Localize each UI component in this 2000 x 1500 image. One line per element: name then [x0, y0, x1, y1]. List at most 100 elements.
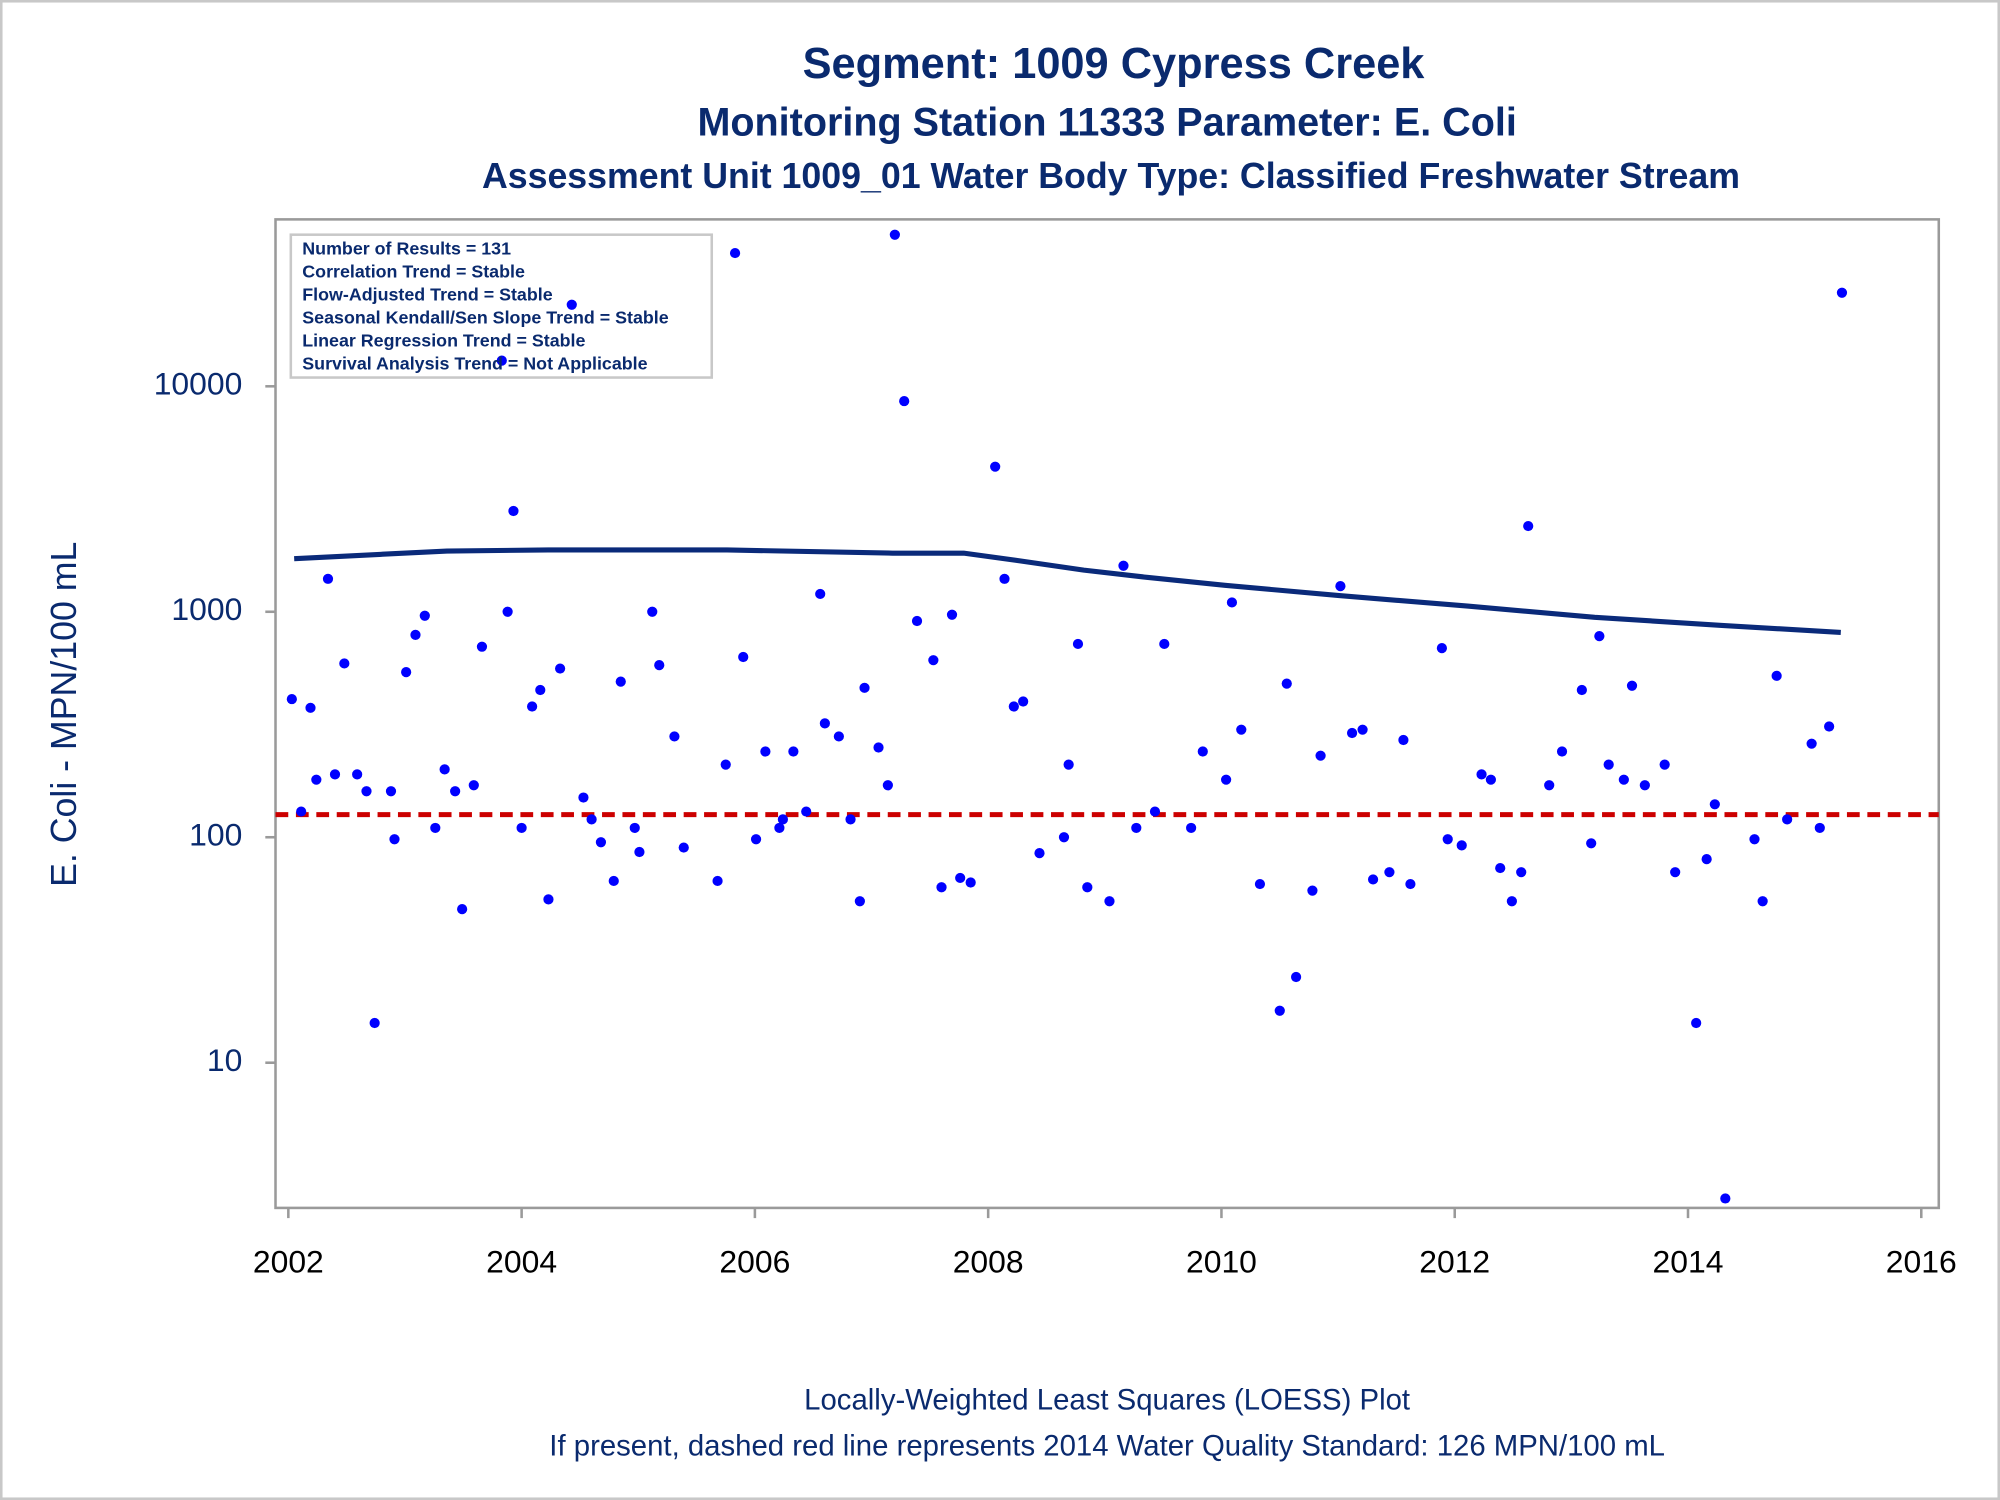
data-point: [750, 834, 762, 845]
annotation: Flow-Adjusted Trend = Stable: [302, 285, 552, 305]
data-point: [586, 814, 597, 825]
data-point: [815, 588, 826, 600]
data-point: [1405, 878, 1416, 890]
data-point: [1063, 759, 1074, 770]
data-point: [566, 299, 577, 310]
data-point: [508, 505, 519, 517]
data-point: [496, 355, 507, 366]
data-point: [1357, 724, 1368, 735]
data-point: [1442, 834, 1453, 845]
x-tick-label: 2004: [486, 1243, 557, 1279]
data-point: [1576, 684, 1587, 696]
data-point: [654, 660, 665, 671]
data-point: [669, 731, 680, 742]
annotation: Correlation Trend = Stable: [302, 262, 525, 282]
data-point: [889, 229, 900, 240]
y-axis-label: E. Coli - MPN/100 mL: [44, 542, 84, 887]
data-point: [729, 247, 741, 259]
data-point: [1104, 896, 1115, 907]
data-point: [955, 872, 966, 884]
data-point: [1771, 670, 1782, 681]
data-point: [720, 759, 731, 770]
data-point: [1018, 696, 1029, 707]
data-point: [1008, 701, 1019, 712]
x-tick-label: 2006: [719, 1243, 790, 1279]
data-point: [1495, 862, 1506, 874]
data-point: [1186, 822, 1197, 834]
data-point: [430, 822, 441, 834]
data-point: [1618, 774, 1629, 785]
data-point: [595, 837, 607, 848]
data-point: [1384, 867, 1395, 878]
data-point: [712, 875, 723, 887]
data-point: [389, 834, 400, 845]
data-point: [1670, 867, 1681, 878]
data-point: [928, 655, 939, 666]
data-point: [578, 792, 589, 803]
data-point: [286, 693, 297, 705]
data-point: [801, 806, 812, 817]
data-point: [615, 676, 626, 687]
data-point: [1149, 806, 1161, 817]
data-point: [1836, 287, 1848, 298]
data-point: [1058, 832, 1070, 843]
data-point: [965, 877, 976, 888]
data-point: [1398, 734, 1409, 746]
data-point: [1315, 750, 1326, 761]
data-point: [468, 780, 479, 791]
data-point: [296, 806, 307, 817]
data-point: [819, 718, 830, 729]
annotation-box: [289, 233, 714, 379]
data-point: [1072, 638, 1084, 650]
data-point: [305, 702, 316, 713]
plot-area: [274, 218, 1941, 1210]
data-point: [873, 742, 884, 753]
data-point: [450, 786, 461, 797]
data-point: [1254, 878, 1266, 890]
x-tick-label: 2014: [1653, 1243, 1724, 1279]
data-point: [1757, 896, 1768, 907]
data-point: [1749, 834, 1760, 845]
data-point: [738, 651, 749, 663]
data-point: [1709, 799, 1720, 810]
data-point: [361, 786, 372, 797]
data-point: [1281, 678, 1292, 689]
data-point: [911, 615, 923, 627]
data-point: [1346, 727, 1358, 739]
data-point: [1701, 853, 1712, 865]
data-point: [1476, 769, 1487, 780]
data-point: [419, 610, 430, 621]
data-point: [1506, 896, 1517, 907]
loess-line: [294, 547, 1841, 635]
data-point: [1367, 874, 1379, 885]
data-point: [608, 875, 619, 887]
data-point: [777, 814, 788, 825]
data-point: [1335, 580, 1346, 592]
data-point: [1603, 759, 1614, 770]
data-point: [410, 629, 421, 640]
data-point: [311, 774, 322, 785]
data-point: [1118, 560, 1129, 571]
footnote: Locally-Weighted Least Squares (LOESS) P…: [804, 1384, 1410, 1417]
data-point: [1824, 721, 1835, 732]
data-point: [1226, 597, 1238, 608]
data-point: [1197, 746, 1208, 757]
data-point: [1159, 638, 1170, 650]
data-point: [339, 658, 350, 669]
data-point: [1659, 759, 1670, 770]
data-point: [1720, 1193, 1731, 1204]
data-point: [1485, 774, 1496, 785]
data-point: [329, 769, 341, 780]
x-tick-label: 2016: [1886, 1243, 1957, 1279]
data-point: [1236, 724, 1247, 735]
data-point: [1691, 1017, 1702, 1029]
data-point: [1221, 774, 1232, 785]
data-point: [1516, 867, 1527, 878]
x-tick-label: 2008: [953, 1243, 1024, 1279]
data-point: [352, 769, 363, 780]
chart-title: Segment: 1009 Cypress Creek: [803, 40, 1426, 88]
data-point: [1456, 840, 1467, 851]
data-point: [457, 904, 468, 915]
